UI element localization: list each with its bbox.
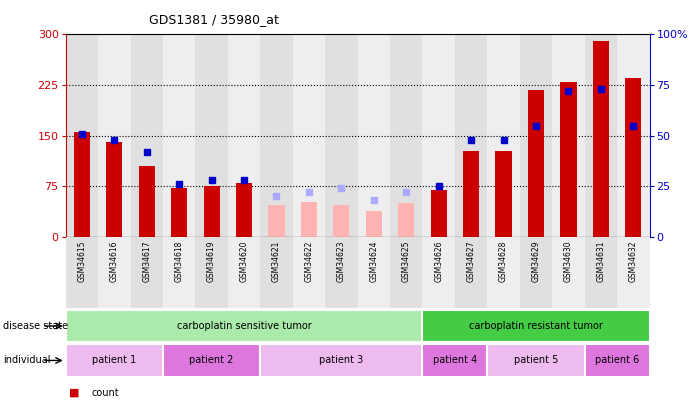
Bar <box>455 237 487 308</box>
Bar <box>520 34 552 237</box>
Text: count: count <box>91 388 119 398</box>
Bar <box>66 344 163 377</box>
Bar <box>196 34 228 237</box>
Bar <box>528 90 544 237</box>
Text: carboplatin resistant tumor: carboplatin resistant tumor <box>469 321 603 331</box>
Bar <box>455 34 487 237</box>
Bar <box>552 237 585 308</box>
Bar <box>430 190 447 237</box>
Text: GSM34627: GSM34627 <box>466 241 475 282</box>
Bar <box>585 34 617 237</box>
Bar <box>422 344 487 377</box>
Bar <box>204 186 220 237</box>
Bar <box>422 310 650 342</box>
Bar <box>560 82 576 237</box>
Bar <box>98 237 131 308</box>
Text: patient 2: patient 2 <box>189 356 234 365</box>
Bar <box>325 34 357 237</box>
Bar <box>261 344 422 377</box>
Bar <box>390 237 422 308</box>
Bar <box>487 237 520 308</box>
Bar <box>98 34 131 237</box>
Text: patient 4: patient 4 <box>433 356 477 365</box>
Bar <box>358 237 390 308</box>
Bar <box>66 237 98 308</box>
Bar <box>106 143 122 237</box>
Bar <box>487 344 585 377</box>
Bar <box>163 237 196 308</box>
Bar <box>617 34 650 237</box>
Bar <box>66 310 422 342</box>
Bar <box>585 344 650 377</box>
Text: patient 5: patient 5 <box>514 356 558 365</box>
Text: disease state: disease state <box>3 321 68 331</box>
Bar <box>293 237 325 308</box>
Text: GSM34631: GSM34631 <box>596 241 605 282</box>
Text: individual: individual <box>3 356 51 365</box>
Text: GSM34618: GSM34618 <box>175 241 184 282</box>
Text: GSM34621: GSM34621 <box>272 241 281 282</box>
Bar <box>463 151 480 237</box>
Bar <box>66 34 98 237</box>
Bar <box>261 34 293 237</box>
Text: GSM34628: GSM34628 <box>499 241 508 282</box>
Text: GDS1381 / 35980_at: GDS1381 / 35980_at <box>149 13 278 26</box>
Bar <box>139 166 155 237</box>
Text: GSM34624: GSM34624 <box>369 241 378 282</box>
Text: GSM34619: GSM34619 <box>207 241 216 282</box>
Bar <box>585 237 617 308</box>
Bar <box>228 34 261 237</box>
Text: GSM34623: GSM34623 <box>337 241 346 282</box>
Bar <box>422 34 455 237</box>
Bar <box>422 237 455 308</box>
Bar <box>131 237 163 308</box>
Bar <box>74 132 90 237</box>
Text: patient 3: patient 3 <box>319 356 363 365</box>
Bar <box>495 151 511 237</box>
Text: patient 1: patient 1 <box>92 356 136 365</box>
Text: carboplatin sensitive tumor: carboplatin sensitive tumor <box>177 321 312 331</box>
Bar <box>131 34 163 237</box>
Text: GSM34632: GSM34632 <box>629 241 638 282</box>
Bar <box>163 34 196 237</box>
Bar <box>617 237 650 308</box>
Text: GSM34625: GSM34625 <box>401 241 410 282</box>
Bar <box>625 78 641 237</box>
Text: ■: ■ <box>69 388 79 398</box>
Bar <box>366 211 382 237</box>
Bar <box>398 203 415 237</box>
Text: GSM34626: GSM34626 <box>434 241 443 282</box>
Text: patient 6: patient 6 <box>595 356 639 365</box>
Bar <box>261 237 293 308</box>
Bar <box>357 34 390 237</box>
Bar <box>228 237 261 308</box>
Bar <box>293 34 325 237</box>
Text: GSM34616: GSM34616 <box>110 241 119 282</box>
Bar <box>325 237 358 308</box>
Bar <box>390 34 422 237</box>
Text: GSM34629: GSM34629 <box>531 241 540 282</box>
Bar <box>301 202 317 237</box>
Bar <box>163 344 261 377</box>
Text: GSM34620: GSM34620 <box>240 241 249 282</box>
Bar <box>520 237 552 308</box>
Bar <box>268 205 285 237</box>
Text: GSM34630: GSM34630 <box>564 241 573 282</box>
Bar <box>236 183 252 237</box>
Text: GSM34617: GSM34617 <box>142 241 151 282</box>
Bar <box>593 41 609 237</box>
Bar <box>196 237 228 308</box>
Text: GSM34622: GSM34622 <box>305 241 314 282</box>
Bar <box>333 205 350 237</box>
Bar <box>487 34 520 237</box>
Bar <box>552 34 585 237</box>
Bar <box>171 188 187 237</box>
Text: GSM34615: GSM34615 <box>77 241 86 282</box>
